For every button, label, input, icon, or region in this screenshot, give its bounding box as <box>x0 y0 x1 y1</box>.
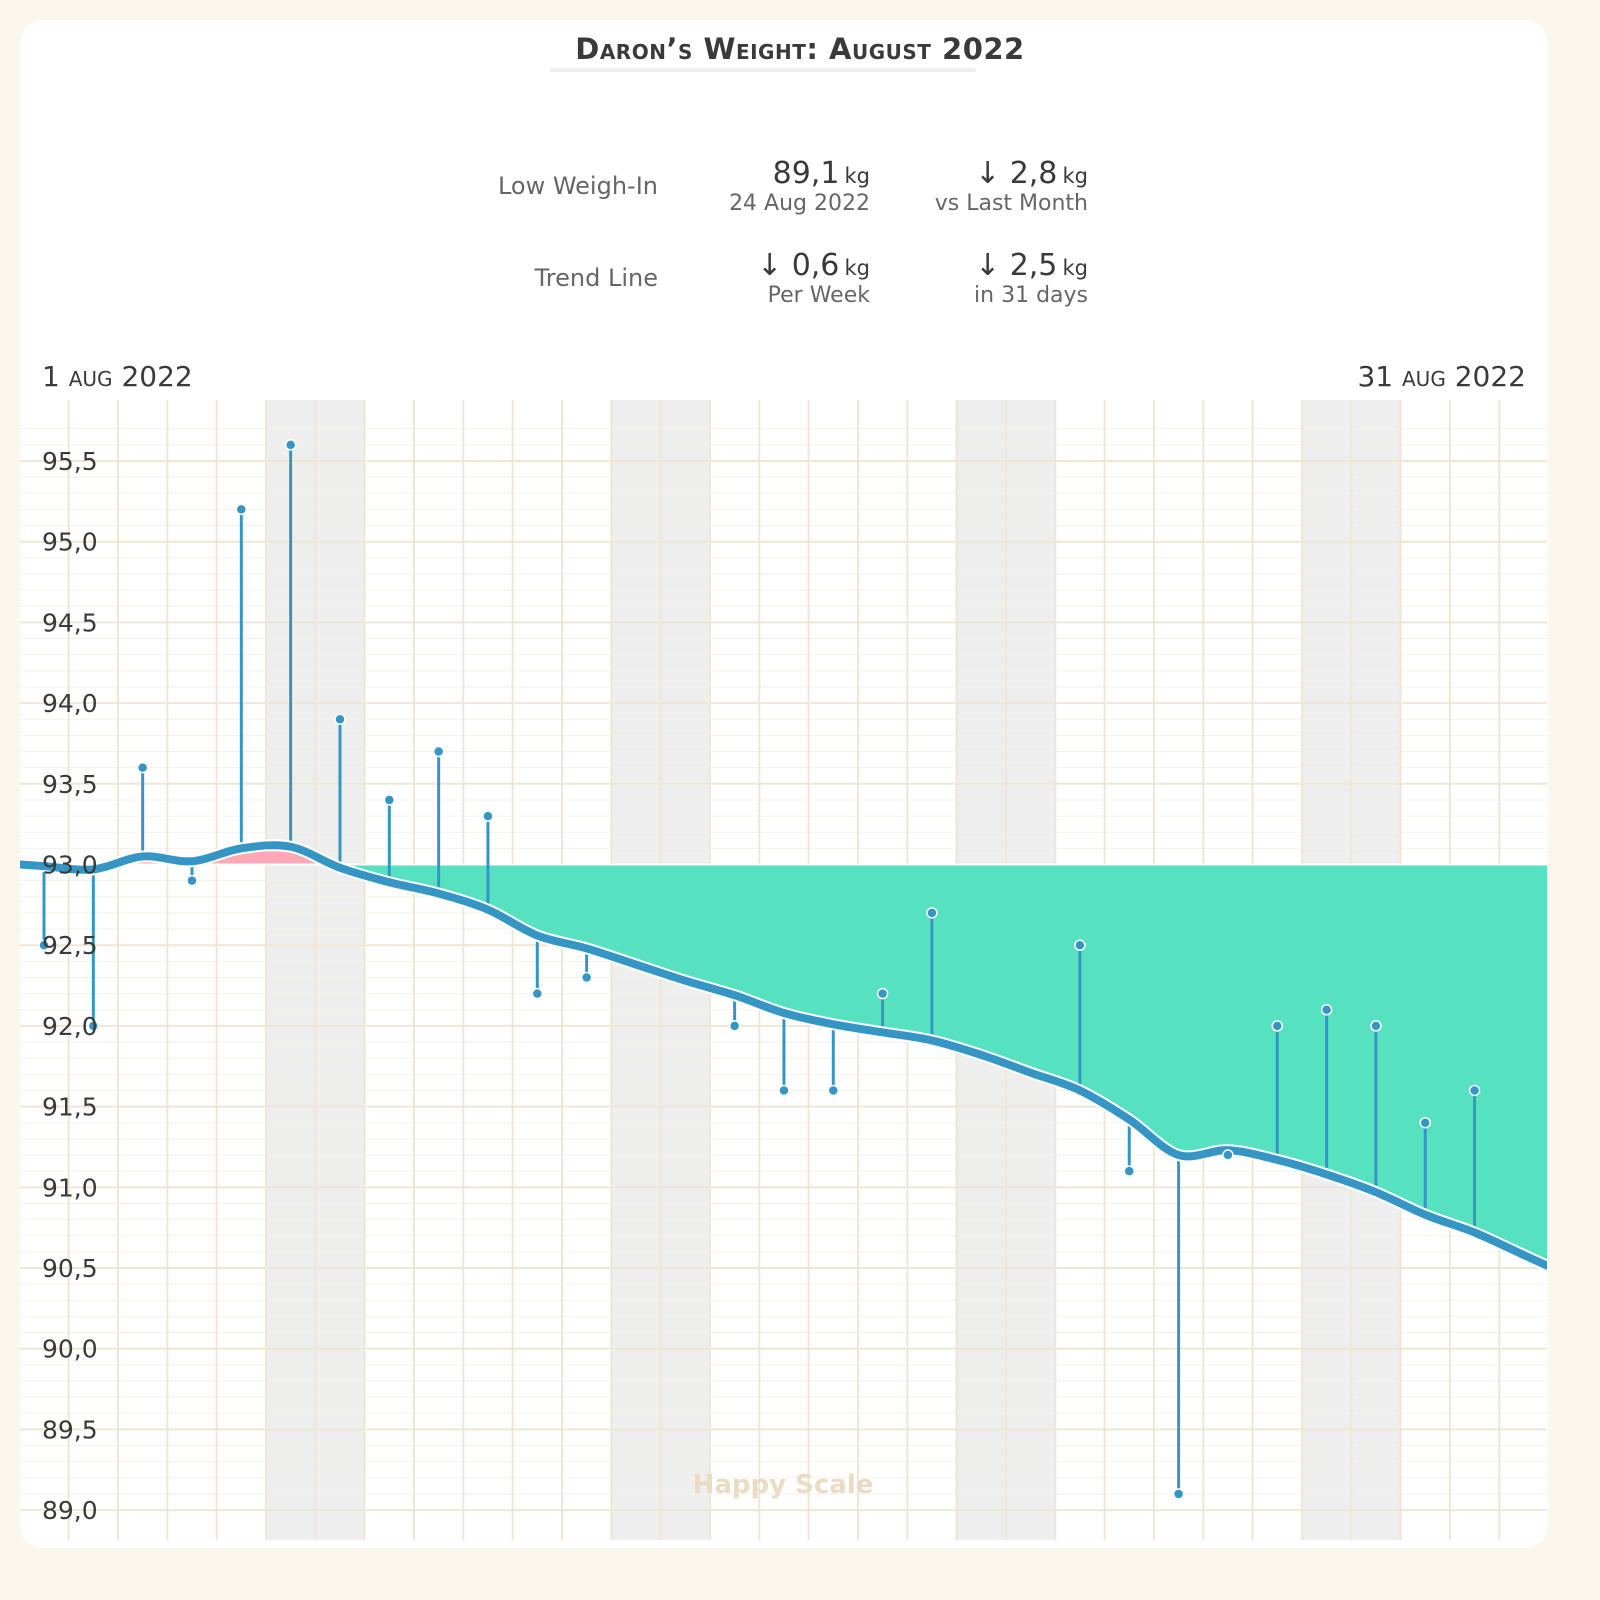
y-tick-label: 92,0 <box>42 1012 98 1041</box>
weigh-in-point <box>1271 1020 1283 1032</box>
weigh-in-point <box>482 810 494 822</box>
weigh-in-point <box>186 874 198 887</box>
weigh-in-point <box>383 794 396 806</box>
low-weigh-in-unit: kg <box>844 164 871 188</box>
y-tick-label: 94,0 <box>42 689 98 718</box>
end-year: 2022 <box>1454 360 1526 393</box>
weigh-in-point <box>38 939 50 951</box>
weigh-in-point <box>87 1020 100 1032</box>
y-tick-label: 94,5 <box>42 608 98 637</box>
low-weigh-in-date: 24 Aug 2022 <box>729 191 870 216</box>
vs-last-month-caption: vs Last Month <box>934 191 1088 216</box>
vs-last-month-stat: ↓ 2,8 kg vs Last Month <box>828 156 1088 216</box>
weigh-in-point <box>432 745 445 758</box>
vs-last-month-unit: kg <box>1062 164 1089 188</box>
y-tick-label: 90,5 <box>42 1254 98 1283</box>
trend-total-stat: ↓ 2,5 kg in 31 days <box>828 248 1088 308</box>
weigh-in-point <box>235 503 248 516</box>
weigh-in-point <box>778 1084 790 1097</box>
y-tick-label: 91,0 <box>42 1173 98 1202</box>
weigh-in-point <box>876 987 889 1000</box>
weigh-in-point <box>284 439 297 451</box>
end-month: aug <box>1402 360 1446 393</box>
y-tick-label: 93,0 <box>42 851 98 880</box>
watermark: Happy Scale <box>693 1470 874 1500</box>
y-tick-label: 95,0 <box>42 528 98 557</box>
weigh-in-point <box>1172 1488 1185 1500</box>
weigh-in-point <box>1419 1116 1431 1129</box>
plot-area: 89,0 89,5 90,0 90,5 91,0 91,5 92,0 92,5 93,0 93,5… <box>20 400 1547 1540</box>
weigh-in-point <box>1222 1149 1234 1161</box>
weigh-in-point <box>1074 939 1086 951</box>
chart-title: Daron’s Weight: August 2022 <box>575 32 1025 66</box>
start-month: aug <box>68 360 113 393</box>
weigh-in-point <box>136 761 149 774</box>
weigh-in-point <box>728 1020 741 1032</box>
weigh-in-point <box>580 971 593 984</box>
low-weigh-in-label: Low Weigh-In <box>497 172 658 200</box>
vs-last-month-value: ↓ 2,8 <box>975 156 1058 191</box>
y-tick-label: 90,0 <box>42 1335 98 1364</box>
weigh-in-point <box>926 907 938 919</box>
weigh-in-point <box>1370 1020 1382 1032</box>
weigh-in-point <box>1468 1084 1481 1097</box>
trend-total-value: ↓ 2,5 <box>975 248 1058 283</box>
weigh-in-point <box>334 713 346 725</box>
y-tick-label: 89,5 <box>42 1415 98 1444</box>
low-weigh-in-stat: 89,1 kg 24 Aug 2022 <box>610 156 870 216</box>
trend-total-caption: in 31 days <box>974 283 1088 308</box>
weigh-in-point <box>531 987 544 1000</box>
weekend-band <box>315 400 365 1540</box>
y-tick-label: 92,5 <box>42 931 98 960</box>
weigh-in-point <box>1320 1004 1333 1016</box>
low-weigh-in-value: 89,1 <box>772 156 840 191</box>
trend-line <box>20 841 1547 1270</box>
trend-per-week-stat: ↓ 0,6 kg Per Week <box>610 248 870 308</box>
trend-total-unit: kg <box>1062 256 1089 280</box>
y-tick-label: 93,5 <box>42 770 98 799</box>
weigh-in-point <box>1123 1165 1136 1177</box>
y-tick-label: 91,5 <box>42 1093 98 1122</box>
end-date-label: 31 aug 2022 <box>1357 360 1526 393</box>
start-year: 2022 <box>121 360 193 393</box>
trend-per-week-unit: kg <box>844 256 871 280</box>
weigh-in-point <box>827 1084 840 1097</box>
trend-line-label: Trend Line <box>534 264 658 292</box>
y-tick-label: 89,0 <box>42 1496 98 1525</box>
start-day: 1 <box>42 360 60 393</box>
title-underline <box>550 68 976 72</box>
below-baseline-fill <box>20 864 1547 1266</box>
y-tick-label: 95,5 <box>42 447 98 476</box>
trend-per-week-value: ↓ 0,6 <box>757 248 840 283</box>
trend-per-week-caption: Per Week <box>767 283 870 308</box>
start-date-label: 1 aug 2022 <box>42 360 193 393</box>
end-day: 31 <box>1357 360 1394 393</box>
